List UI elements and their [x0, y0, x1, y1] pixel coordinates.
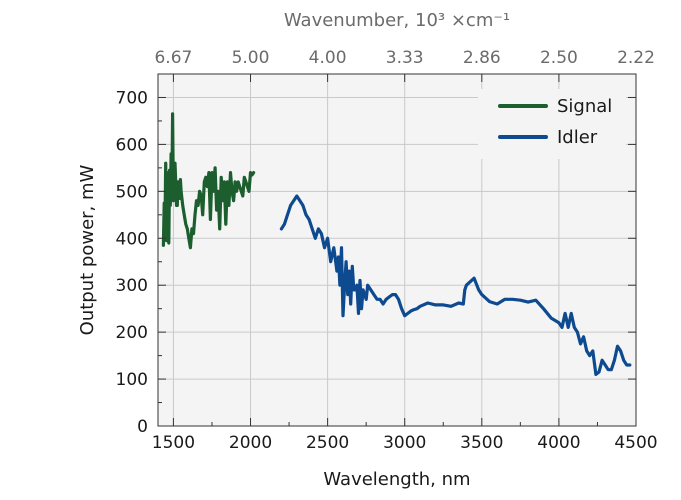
x-tick-label: 4000 — [537, 433, 580, 453]
legend: Signal Idler — [478, 89, 626, 159]
y-tick-label: 700 — [116, 88, 148, 108]
top-tick-label: 2.86 — [463, 48, 501, 68]
top-axis-title: Wavenumber, 10³ ×cm⁻¹ — [284, 10, 510, 31]
top-tick-label: 4.00 — [309, 48, 347, 68]
x-tick-label: 3500 — [460, 433, 503, 453]
y-axis-title: Output power, mW — [77, 164, 98, 335]
x-tick-label: 2000 — [229, 433, 272, 453]
x-tick-label: 4500 — [614, 433, 657, 453]
y-tick-label: 400 — [116, 229, 148, 249]
legend-box — [478, 89, 626, 159]
y-tick-label: 500 — [116, 182, 148, 202]
legend-label-idler: Idler — [557, 127, 598, 148]
ticks-layer: 1500 2000 2500 3000 3500 4000 4500 0 100 200 300 40… — [116, 48, 658, 453]
x-tick-label: 2500 — [306, 433, 349, 453]
series-line-signal — [161, 112, 256, 250]
series-line-idler — [279, 194, 632, 376]
x-tick-label: 3000 — [383, 433, 426, 453]
x-axis-title: Wavelength, nm — [323, 469, 470, 490]
y-tick-label: 0 — [137, 417, 148, 437]
y-tick-label: 100 — [116, 370, 148, 390]
series-layer — [161, 112, 632, 376]
top-tick-label: 2.22 — [617, 48, 655, 68]
top-tick-label: 6.67 — [154, 48, 192, 68]
plot-frame — [157, 73, 637, 427]
x-tick-label: 1500 — [152, 433, 195, 453]
y-tick-label: 600 — [116, 135, 148, 155]
top-tick-label: 5.00 — [232, 48, 270, 68]
legend-label-signal: Signal — [557, 96, 612, 117]
top-tick-label: 2.50 — [540, 48, 578, 68]
top-tick-label: 3.33 — [386, 48, 424, 68]
y-tick-label: 200 — [116, 323, 148, 343]
y-tick-label: 300 — [116, 276, 148, 296]
